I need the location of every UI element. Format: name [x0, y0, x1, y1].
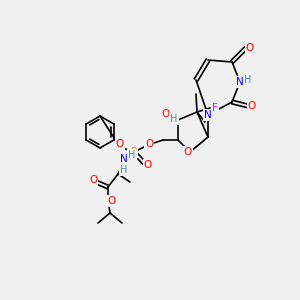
Text: P: P [131, 147, 137, 157]
Text: H: H [170, 114, 178, 124]
Text: O: O [246, 43, 254, 53]
Text: N: N [204, 110, 212, 120]
Text: O: O [145, 139, 153, 149]
Text: O: O [116, 139, 124, 149]
Text: O: O [144, 160, 152, 170]
Text: H: H [120, 165, 128, 175]
Text: O: O [162, 109, 170, 119]
Text: H: H [128, 150, 136, 160]
Text: O: O [248, 101, 256, 111]
Text: F: F [212, 103, 218, 113]
Text: O: O [184, 147, 192, 157]
Text: O: O [89, 175, 97, 185]
Text: N: N [236, 77, 244, 87]
Text: O: O [107, 196, 115, 206]
Text: H: H [244, 75, 252, 85]
Text: N: N [120, 154, 128, 164]
